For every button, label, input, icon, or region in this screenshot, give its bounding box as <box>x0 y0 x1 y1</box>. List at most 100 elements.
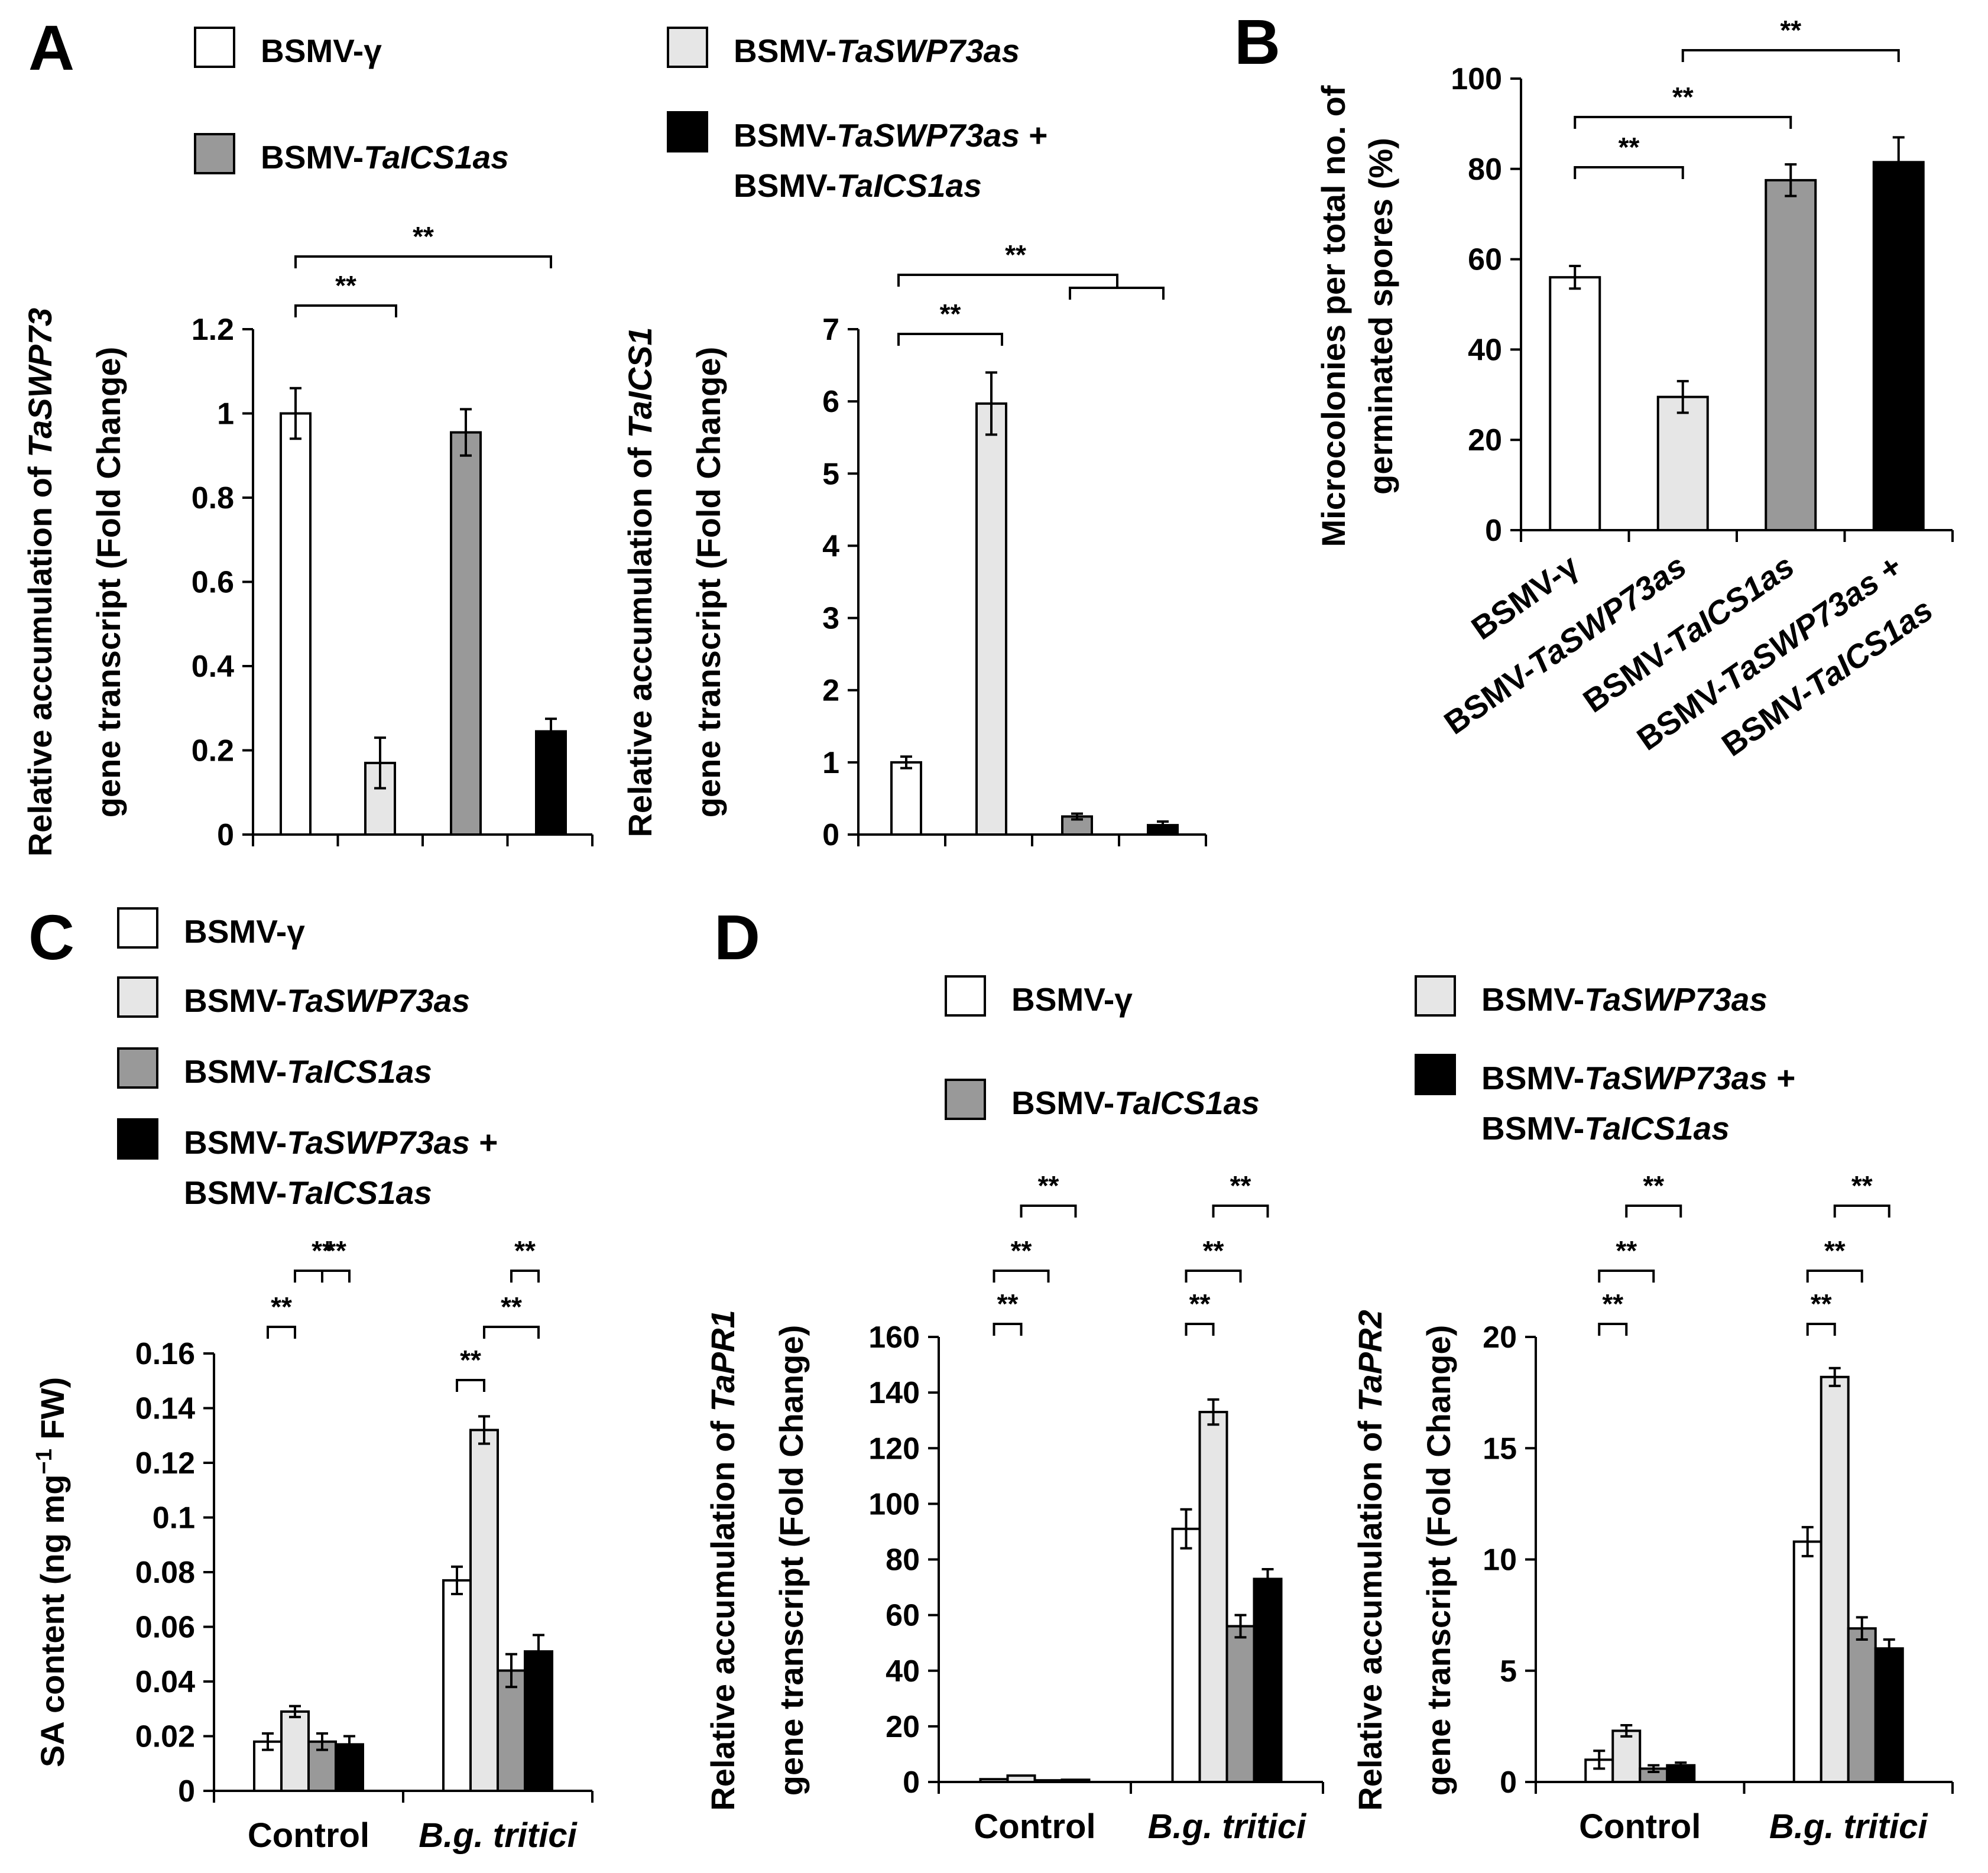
significance-bracket <box>1681 49 1900 62</box>
x-group-label: B.g. tritici <box>1769 1807 1928 1846</box>
y-axis-label: SA content (ng mg−1 FW) <box>32 1377 71 1767</box>
y-label-text: FW) <box>34 1377 71 1449</box>
bar <box>1171 1527 1201 1783</box>
y-tick-label: 0.06 <box>135 1611 195 1645</box>
y-label-text: Relative accumulation of <box>621 438 659 837</box>
y-axis-label-line2: germinated spores (%) <box>1362 138 1399 495</box>
y-tick-label: 100 <box>1451 62 1502 96</box>
y-label-gene: TaICS1 <box>621 327 659 438</box>
legend-name: γ <box>287 913 305 950</box>
legend-suffix: + <box>1768 1060 1795 1096</box>
legend-suffix: + <box>470 1124 498 1161</box>
y-label-text: Relative accumulation of <box>21 457 59 856</box>
y-tick-label: 100 <box>868 1487 920 1521</box>
legend-swatch <box>945 1079 986 1120</box>
legend-name: TaSWP73as <box>287 982 470 1019</box>
significance-bracket <box>267 1326 296 1339</box>
y-tick-label: 7 <box>822 313 839 347</box>
significance-bracket <box>1806 1323 1836 1336</box>
legend-label-line2: BSMV-TaICS1as <box>1481 1110 1730 1147</box>
legend-prefix: BSMV- <box>734 117 836 154</box>
bar <box>1847 1627 1877 1784</box>
legend-label: BSMV-TaSWP73as + <box>734 117 1047 154</box>
legend-name: TaICS1as <box>1114 1085 1260 1121</box>
significance-bracket <box>1185 1270 1242 1283</box>
significance-mark: ** <box>1616 1235 1637 1266</box>
y-tick-label: 10 <box>1483 1543 1517 1577</box>
y-axis-label: Relative accumulation of TaSWP73 <box>21 308 59 856</box>
significance-bracket <box>1185 1323 1215 1336</box>
significance-bracket <box>1212 1205 1269 1218</box>
y-tick-label: 1.2 <box>192 313 234 347</box>
legend-label: BSMV-TaSWP73as <box>734 33 1020 69</box>
y-tick-label: 0.08 <box>135 1556 195 1590</box>
significance-mark: ** <box>413 221 434 252</box>
legend-swatch <box>1415 975 1456 1017</box>
legend-name: TaICS1as <box>1584 1110 1730 1147</box>
y-tick-label: 0 <box>217 818 234 852</box>
legend-swatch <box>1415 1054 1456 1095</box>
y-label-text: Microcolonies per total no. of <box>1315 85 1352 547</box>
bar <box>450 431 482 836</box>
significance-bracket <box>456 1379 485 1392</box>
significance-bracket <box>1806 1270 1863 1283</box>
legend-label-line2: BSMV-TaICS1as <box>184 1174 432 1211</box>
bar <box>524 1650 553 1792</box>
y-tick-label: 0 <box>1500 1765 1517 1800</box>
significance-bracket <box>897 274 1118 287</box>
y-tick-label: 1 <box>217 397 234 431</box>
y-label-text: gene transcript (Fold Change) <box>90 347 127 818</box>
legend-prefix: BSMV- <box>1481 1110 1584 1147</box>
legend-name: TaICS1as <box>287 1053 432 1090</box>
bar <box>1198 1411 1228 1784</box>
legend-label: BSMV-TaSWP73as <box>1481 981 1768 1018</box>
bar <box>1765 178 1817 531</box>
y-axis-label: Relative accumulation of TaPR1 <box>704 1310 741 1811</box>
y-tick-label: 0.02 <box>135 1720 195 1754</box>
chart-c-sa-content: 0 0.02 0.04 0.06 0.08 0.1 0.12 0.14 0.16 Control B… <box>32 1235 594 1855</box>
bar <box>1611 1729 1642 1784</box>
y-tick-label: 0.04 <box>135 1665 195 1699</box>
significance-mark: ** <box>1811 1288 1832 1319</box>
y-axis-label-line2: gene transcript (Fold Change) <box>773 1325 810 1796</box>
legend-label: BSMV-γ <box>184 913 305 950</box>
bar <box>1061 1778 1091 1784</box>
bar <box>1006 1774 1036 1783</box>
legend-prefix: BSMV- <box>1011 981 1114 1018</box>
bar <box>1874 1647 1904 1784</box>
significance-mark: ** <box>940 298 961 329</box>
significance-mark: ** <box>1203 1235 1224 1266</box>
legend-panel-c: BSMV-γBSMV-TaSWP73asBSMV-TaICS1asBSMV-Ta… <box>117 907 498 1211</box>
y-axis-label: Microcolonies per total no. of <box>1315 85 1352 547</box>
legend-name: γ <box>1114 981 1133 1018</box>
legend-label: BSMV-TaSWP73as + <box>1481 1060 1795 1096</box>
y-tick-label: 80 <box>886 1543 920 1577</box>
legend-prefix: BSMV- <box>184 913 287 950</box>
legend-label: BSMV-γ <box>1011 981 1133 1018</box>
significance-mark: ** <box>1005 239 1026 270</box>
significance-mark: ** <box>1780 15 1801 46</box>
legend-prefix: BSMV- <box>184 982 287 1019</box>
y-label-gene: TaPR1 <box>704 1310 741 1411</box>
y-tick-label: 5 <box>822 457 839 491</box>
y-tick-label: 60 <box>886 1599 920 1633</box>
y-tick-label: 2 <box>822 674 839 708</box>
x-group-label: B.g. tritici <box>419 1816 578 1855</box>
legend-label: BSMV-TaSWP73as + <box>184 1124 498 1161</box>
significance-bracket <box>897 333 1003 346</box>
legend-swatch <box>667 111 708 152</box>
significance-bracket <box>321 1270 351 1283</box>
legend-swatch <box>945 975 986 1017</box>
legend-name: TaSWP73as <box>287 1124 470 1161</box>
bar <box>1656 395 1709 531</box>
chart-d-tapr1: 0 20 40 60 80 100 120 140 160 Control B.g. tritici… <box>704 1170 1324 1846</box>
y-label-text: Relative accumulation of <box>704 1411 741 1810</box>
legend-panel-a: BSMV-γ BSMV-TaSWP73asBSMV-TaICS1asBSMV-Ta… <box>194 27 1047 204</box>
bar <box>280 1710 310 1792</box>
bar <box>280 412 312 836</box>
legend-swatch <box>117 976 158 1018</box>
chart-d-tapr2: 0 5 10 15 20 Control B.g. tritici ** ** ** ** ** ** R… <box>1351 1170 1954 1846</box>
significance-mark: ** <box>1230 1170 1251 1201</box>
legend-prefix: BSMV- <box>184 1124 287 1161</box>
